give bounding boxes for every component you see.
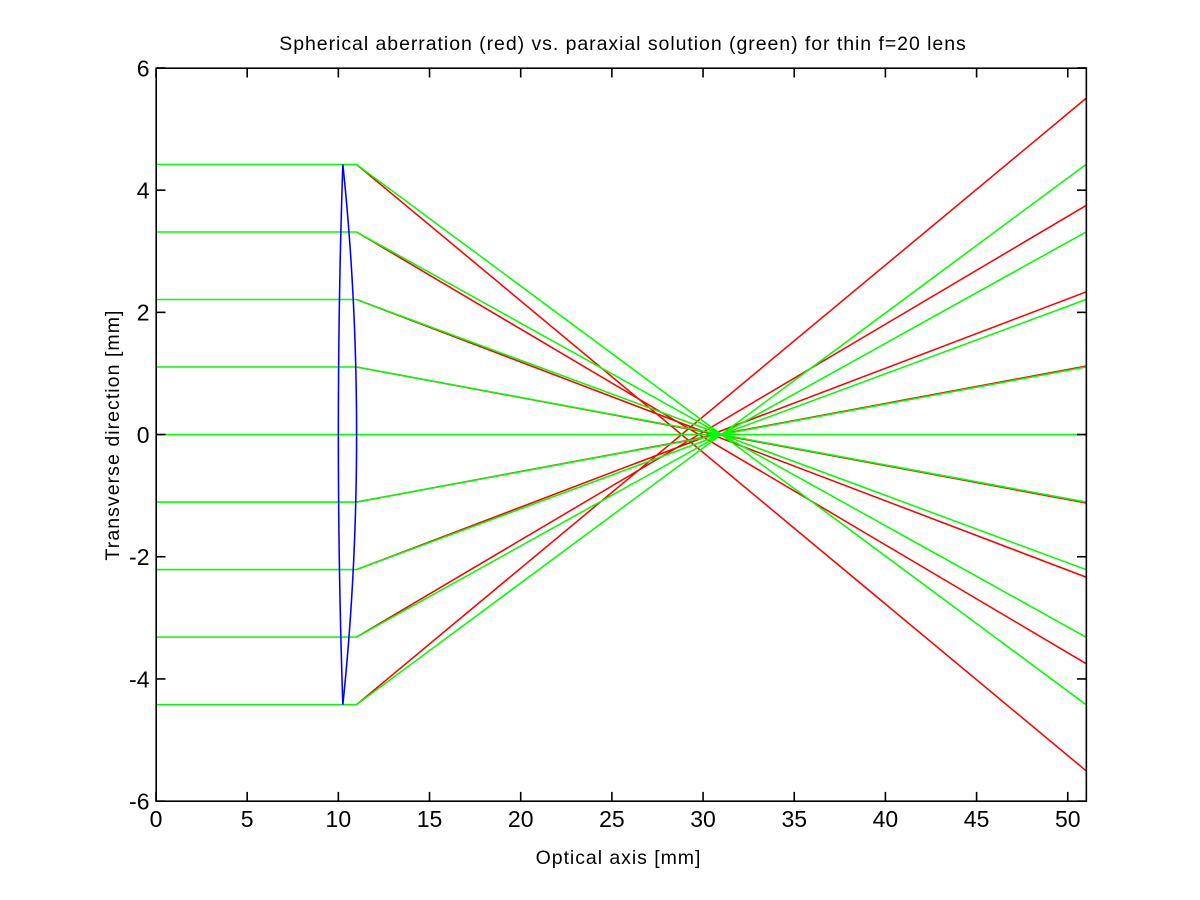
- svg-text:50: 50: [1055, 806, 1081, 832]
- svg-text:-2: -2: [129, 544, 149, 570]
- svg-text:35: 35: [781, 806, 807, 832]
- svg-text:Spherical aberration (red) vs.: Spherical aberration (red) vs. paraxial …: [279, 33, 966, 55]
- svg-text:20: 20: [508, 806, 534, 832]
- svg-text:4: 4: [137, 178, 150, 204]
- svg-text:2: 2: [137, 300, 150, 326]
- svg-text:5: 5: [241, 806, 254, 832]
- svg-text:0: 0: [137, 422, 150, 448]
- svg-text:45: 45: [964, 806, 990, 832]
- svg-text:-6: -6: [129, 789, 149, 815]
- svg-text:6: 6: [137, 55, 150, 81]
- svg-text:Optical axis [mm]: Optical axis [mm]: [536, 847, 702, 869]
- svg-text:10: 10: [326, 806, 352, 832]
- svg-text:25: 25: [599, 806, 625, 832]
- svg-text:30: 30: [690, 806, 716, 832]
- svg-text:Transverse direction [mm]: Transverse direction [mm]: [102, 310, 124, 561]
- svg-text:0: 0: [150, 806, 163, 832]
- svg-text:15: 15: [417, 806, 443, 832]
- svg-text:-4: -4: [129, 666, 150, 692]
- svg-text:40: 40: [873, 806, 899, 832]
